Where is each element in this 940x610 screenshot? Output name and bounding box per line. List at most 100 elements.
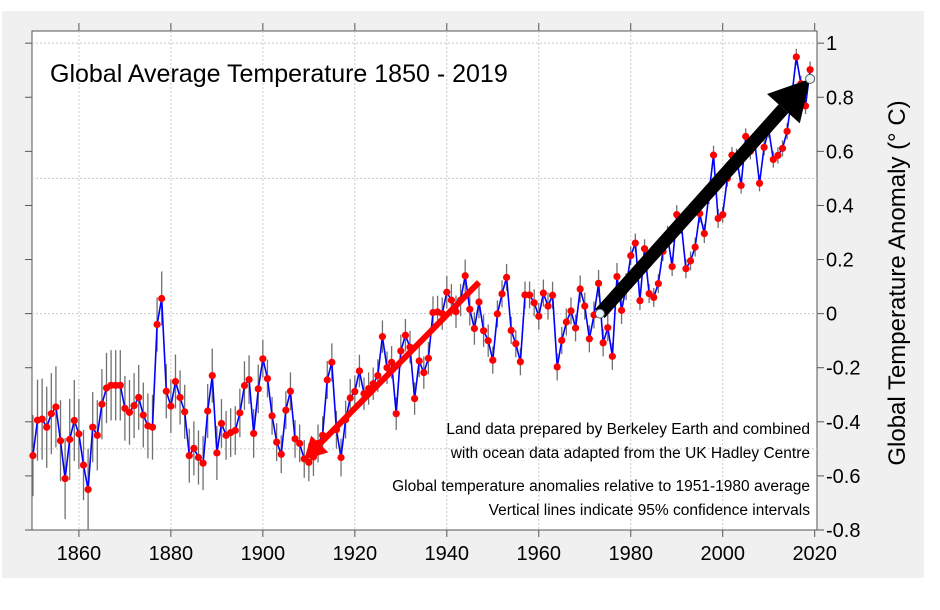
data-point (56, 437, 65, 445)
data-point (263, 374, 272, 383)
data-point (286, 387, 295, 395)
data-point (576, 285, 584, 293)
data-point (470, 324, 478, 333)
data-point (199, 459, 207, 467)
data-point (806, 66, 814, 74)
x-tick-label: 1880 (149, 543, 194, 565)
data-point (328, 358, 336, 366)
data-point (553, 363, 561, 371)
y-tick-label: 0.4 (826, 195, 854, 217)
x-tick-label: 1960 (517, 543, 562, 565)
data-point (466, 305, 474, 313)
data-point (562, 318, 570, 326)
x-tick-label: 1940 (425, 543, 470, 565)
y-tick-label: 0.2 (826, 250, 854, 272)
data-point (516, 358, 524, 366)
data-point (61, 475, 69, 483)
data-point (498, 290, 506, 298)
data-point (539, 289, 547, 297)
data-point (640, 245, 649, 253)
data-point (346, 394, 354, 402)
x-tick-label: 1980 (609, 543, 654, 565)
data-point (176, 393, 184, 402)
y-tick-label: -0.6 (826, 466, 860, 488)
y-axis-label: Global Temperature Anomaly (° C) (884, 100, 911, 465)
data-point (548, 291, 557, 299)
annotation-line-4: Vertical lines indicate 95% confidence i… (489, 502, 811, 519)
data-point (125, 408, 134, 416)
data-point (75, 430, 83, 438)
data-point (236, 409, 244, 417)
data-point (424, 354, 433, 362)
data-point (760, 143, 768, 151)
data-point (70, 416, 78, 425)
data-point (388, 358, 396, 366)
arrow-end-marker (805, 73, 816, 84)
data-point (167, 402, 175, 410)
data-point (130, 401, 138, 410)
data-point (47, 410, 55, 418)
data-point (158, 294, 166, 303)
x-tick-label: 2020 (792, 543, 837, 565)
data-point (296, 439, 304, 448)
data-point (337, 453, 345, 462)
data-point (792, 53, 800, 61)
data-point (79, 461, 88, 469)
data-point (231, 426, 239, 435)
data-point (148, 423, 157, 431)
data-point (627, 252, 635, 260)
data-point (135, 393, 143, 402)
data-point (52, 403, 60, 411)
y-tick-label: -0.2 (826, 358, 860, 380)
data-point (525, 291, 534, 299)
data-point (608, 352, 616, 360)
y-tick-label: -0.8 (826, 520, 860, 542)
data-point (567, 307, 575, 315)
data-point (594, 279, 603, 287)
data-point (116, 381, 124, 389)
red-trend-arrow-head (304, 435, 329, 460)
x-tick-label: 1920 (333, 543, 378, 565)
data-point (493, 310, 501, 318)
data-point (351, 387, 359, 396)
data-point (323, 376, 331, 384)
x-tick-label: 1900 (241, 543, 286, 565)
data-point (305, 458, 313, 466)
data-point (291, 435, 299, 443)
data-point (273, 438, 281, 446)
data-point (213, 449, 221, 457)
data-point (682, 265, 690, 273)
y-tick-label: 0.6 (826, 141, 854, 163)
chart-title: Global Average Temperature 1850 - 2019 (50, 60, 508, 88)
data-point (397, 347, 405, 355)
data-point (383, 364, 391, 372)
plot-area (31, 30, 818, 531)
axes: 1 0.8 0.6 0.4 0.2 0 -0.2 -0.4 -0.6 -0.8 1860 1880 19… (25, 23, 860, 565)
data-point (742, 132, 750, 141)
data-point (250, 429, 258, 438)
data-point (254, 385, 262, 393)
data-point (617, 306, 626, 314)
annotation-line-3: Global temperature anomalies relative to… (392, 478, 810, 495)
data-point (631, 239, 639, 247)
data-point (84, 485, 92, 494)
annotation-line-2: with ocean data adapted from the UK Hadl… (450, 445, 810, 462)
trend-arrows (304, 73, 816, 460)
data-point (783, 127, 791, 135)
data-point (204, 407, 212, 415)
y-tick-label: 0 (826, 304, 837, 326)
data-point (512, 340, 520, 348)
data-point (475, 298, 483, 306)
data-point (355, 367, 364, 375)
y-tick-label: 0.8 (826, 87, 854, 109)
black-trend-arrow-shaft (595, 104, 789, 318)
data-point (613, 272, 621, 281)
data-point (558, 336, 566, 345)
data-point (38, 415, 46, 423)
data-point (719, 211, 727, 219)
data-point (599, 339, 607, 347)
data-point (479, 327, 488, 335)
data-point (737, 181, 745, 190)
data-point (43, 423, 51, 431)
